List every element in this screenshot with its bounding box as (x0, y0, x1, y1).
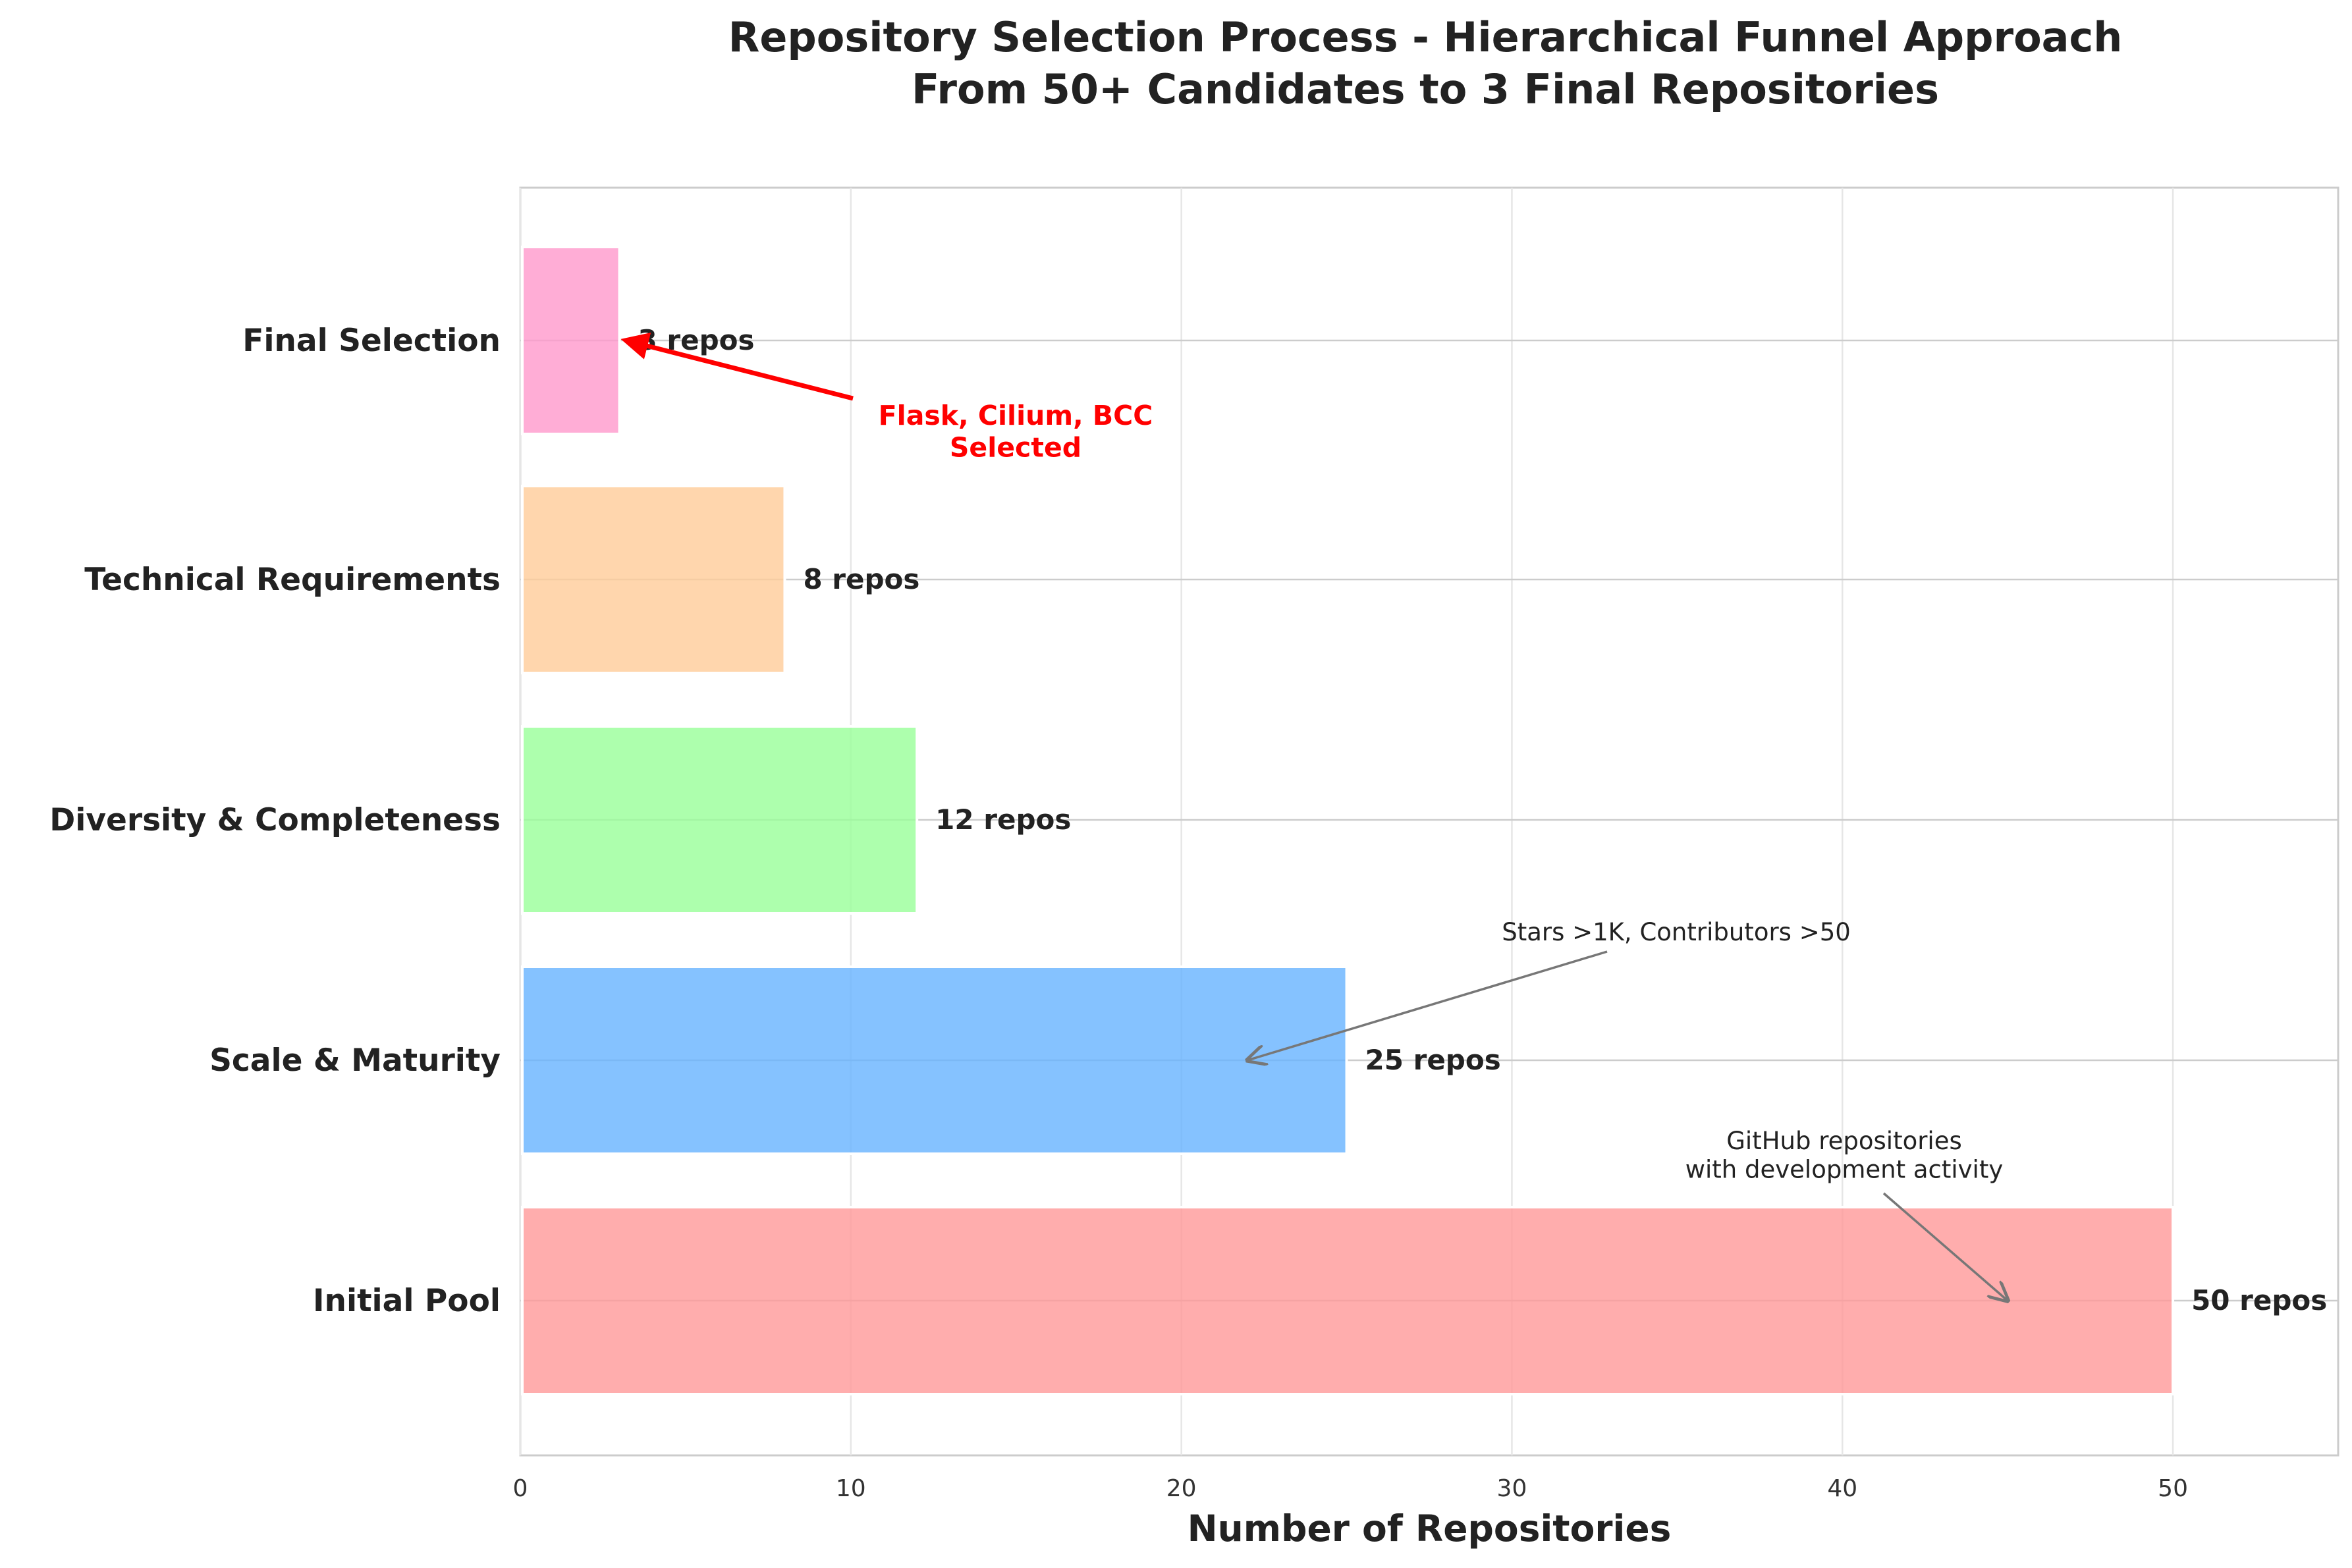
x-tick-label: 10 (836, 1475, 866, 1502)
annotation-text: Stars >1K, Contributors >50 (1502, 918, 1851, 946)
y-tick-label: Diversity & Completeness (49, 802, 501, 838)
annotation-arrow (620, 332, 854, 401)
annotation-arrow (1882, 1192, 2008, 1301)
chart-title-line1: Repository Selection Process - Hierarchi… (728, 13, 2123, 61)
x-tick-label: 30 (1497, 1475, 1527, 1502)
bar-initial-pool (521, 1206, 2175, 1395)
value-label: 12 repos (935, 803, 1071, 836)
bar-final-selection (521, 246, 621, 435)
bar-technical-requirements (521, 485, 786, 674)
value-label: 3 repos (638, 324, 755, 356)
x-tick-label: 50 (2158, 1475, 2188, 1502)
x-tick-label: 40 (1827, 1475, 1857, 1502)
y-tick-label: Technical Requirements (84, 562, 501, 598)
value-label: 50 repos (2191, 1284, 2327, 1316)
bar-scale-maturity (521, 965, 1348, 1155)
annotation-text: Selected (950, 431, 1081, 463)
annotation-text: GitHub repositories (1726, 1127, 1962, 1155)
annotation-text: Flask, Cilium, BCC (879, 400, 1153, 431)
x-tick-label: 20 (1166, 1475, 1197, 1502)
value-label: 8 repos (803, 563, 919, 595)
y-tick-label: Final Selection (242, 323, 501, 359)
y-tick-label: Initial Pool (313, 1283, 501, 1319)
value-label: 25 repos (1365, 1044, 1501, 1076)
annotation-text: with development activity (1685, 1156, 2003, 1184)
x-axis-label: Number of Repositories (1188, 1507, 1672, 1550)
y-tick-label: Scale & Maturity (209, 1042, 501, 1079)
x-tick-label: 0 (513, 1475, 528, 1502)
chart-title-line2: From 50+ Candidates to 3 Final Repositor… (912, 65, 1939, 113)
annotation-arrow (1247, 950, 1608, 1060)
bar-diversity-completeness (521, 725, 919, 915)
